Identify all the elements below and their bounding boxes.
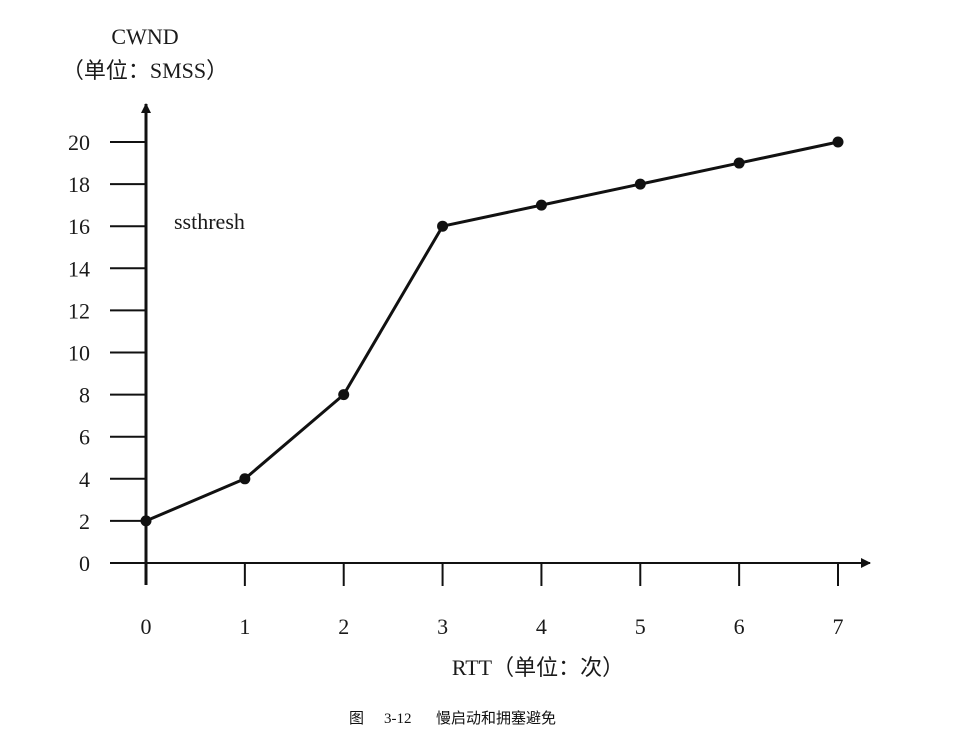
data-point [140, 515, 152, 527]
x-ticks: 0 1 2 3 4 5 6 7 [141, 563, 844, 639]
data-point [535, 199, 547, 211]
x-tick-label: 4 [536, 614, 547, 639]
figure-caption-number: 3-12 [384, 711, 412, 727]
data-point [239, 473, 251, 485]
x-axis-label: RTT（单位：次） [452, 655, 624, 680]
x-tick-label: 3 [437, 614, 448, 639]
figure-caption-text: 慢启动和拥塞避免 [436, 709, 556, 727]
y-tick-label: 2 [79, 509, 90, 534]
cwnd-series-line [145, 140, 839, 523]
y-tick-label: 16 [68, 214, 90, 239]
y-tick-label: 20 [68, 130, 90, 155]
y-axis-unit: （单位：SMSS） [62, 58, 228, 83]
y-tick-label: 0 [79, 551, 90, 576]
x-tick-label: 2 [338, 614, 349, 639]
data-point [634, 178, 646, 190]
x-tick-label: 6 [734, 614, 745, 639]
cwnd-data-points [140, 136, 844, 527]
data-point [437, 220, 449, 232]
y-ticks: 0 2 4 6 8 10 12 14 16 18 20 [68, 130, 146, 576]
y-tick-label: 18 [68, 172, 90, 197]
figure-caption-label: 图 [349, 710, 364, 727]
x-tick-label: 7 [833, 614, 844, 639]
data-point [338, 389, 350, 401]
data-point [832, 136, 844, 148]
y-tick-label: 10 [68, 341, 90, 366]
y-tick-label: 12 [68, 298, 90, 323]
data-point [733, 157, 745, 169]
y-axis-label: CWND [111, 24, 178, 49]
x-tick-label: 5 [635, 614, 646, 639]
y-tick-label: 14 [68, 256, 90, 281]
y-tick-label: 4 [79, 467, 90, 492]
y-tick-label: 6 [79, 425, 90, 450]
ssthresh-annotation: ssthresh [174, 209, 245, 234]
x-tick-label: 1 [239, 614, 250, 639]
x-tick-label: 0 [141, 614, 152, 639]
y-tick-label: 8 [79, 383, 90, 408]
